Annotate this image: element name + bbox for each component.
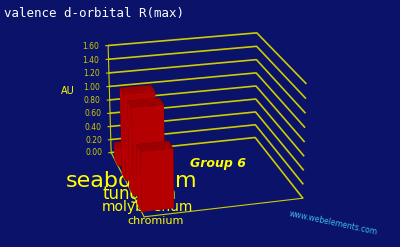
Text: www.webelements.com: www.webelements.com (288, 209, 378, 237)
Text: valence d-orbital R(max): valence d-orbital R(max) (4, 7, 184, 21)
